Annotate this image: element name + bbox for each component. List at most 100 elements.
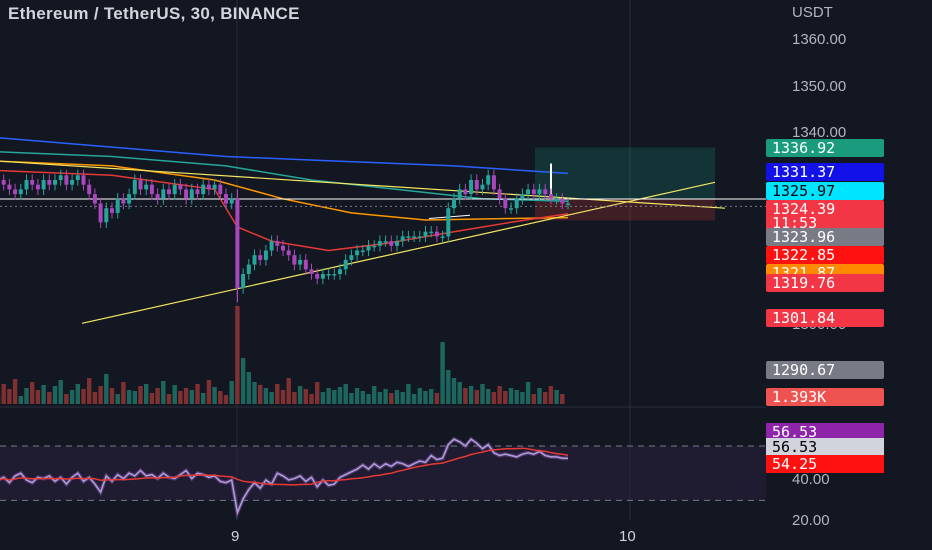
candle [24,174,29,196]
candle-body [429,231,434,234]
volume-bar [132,391,137,404]
candle-body [218,184,223,195]
candle-body [269,241,274,251]
candle [320,268,325,285]
volume-bar [377,392,383,404]
volume-bar [286,378,291,404]
volume-bar [400,392,405,404]
volume-bar [531,394,536,404]
volume-bar [98,386,103,404]
candle [212,179,217,196]
volume-bar [451,378,457,404]
price-badge: 1290.67 [766,361,884,379]
candle-body [332,274,337,276]
candle [258,249,263,266]
candle-body [303,259,308,270]
volume-bar [235,306,240,404]
candle-body [212,184,217,190]
candle [338,263,342,280]
candle [452,193,456,214]
volume-bar [497,386,502,404]
volume-bar [87,378,92,404]
candle-body [531,189,536,195]
volume-bar [18,396,23,404]
candle-body [115,198,120,213]
volume-bar [383,389,388,404]
candle [286,244,291,261]
volume-bar [372,386,377,404]
volume-bar [514,390,519,404]
rsi-indicator [0,436,766,520]
candle [400,230,405,247]
candle [138,174,143,196]
candle-body [315,274,320,279]
ma-red-line [0,169,569,252]
candle [332,268,337,280]
ma-blue-line [0,137,569,175]
price-badge: 1325.97 [766,182,884,200]
candle [486,169,491,191]
price-tick: 1350.00 [792,78,847,95]
candle [167,183,171,200]
candle-body [440,236,445,238]
candle [469,174,474,200]
candle [503,193,508,214]
candle-body [343,259,348,270]
candle [377,235,382,252]
candle-body [446,208,451,237]
candle-body [201,184,206,195]
candle-body [452,198,456,209]
volume-bar [554,390,559,404]
candle [195,183,200,200]
candle [184,183,189,205]
volume-bar [12,379,18,404]
candle [275,235,280,252]
candle [554,193,559,205]
candle [412,230,417,243]
volume-bar [326,388,331,404]
candle [75,169,80,186]
candle-body [372,245,377,248]
candle-body [286,250,291,256]
descending-trendline [0,160,726,209]
candle [224,188,228,210]
candle-body [514,198,519,209]
candle [543,183,548,200]
volume-bar [161,381,166,404]
candle [87,179,92,200]
candle [372,240,377,252]
volume-bar [360,391,365,404]
chart-title: Ethereum / TetherUS, 30, BINANCE [8,4,300,23]
background-layer [535,147,715,221]
volume-bar [115,394,120,404]
volume-bar [121,382,126,404]
volume-badge: 1.393K [766,388,884,406]
candle [58,169,63,186]
volume-bar [480,384,485,404]
volume-bar [178,391,183,404]
candle-body [224,194,228,204]
time-tick: 9 [231,528,240,545]
candle-body [292,255,297,265]
candle [480,179,485,196]
candle [292,249,297,271]
candle-body [480,184,485,190]
candle [81,169,86,191]
volume-bar [354,388,360,404]
candle [1,174,6,191]
candle-body [144,184,149,190]
candle [110,202,114,219]
candle-body [127,194,132,204]
ma-orange-line [0,160,569,221]
candle [41,174,46,196]
volume-bar [144,384,149,404]
volume-bar [297,386,303,404]
candle-body [509,208,513,210]
volume-bar [457,382,462,404]
candle-body [189,189,194,199]
candle-body [377,241,382,246]
volume-bar [503,391,508,404]
candle [149,179,154,200]
candle [206,179,211,196]
volume-bar [183,388,189,404]
